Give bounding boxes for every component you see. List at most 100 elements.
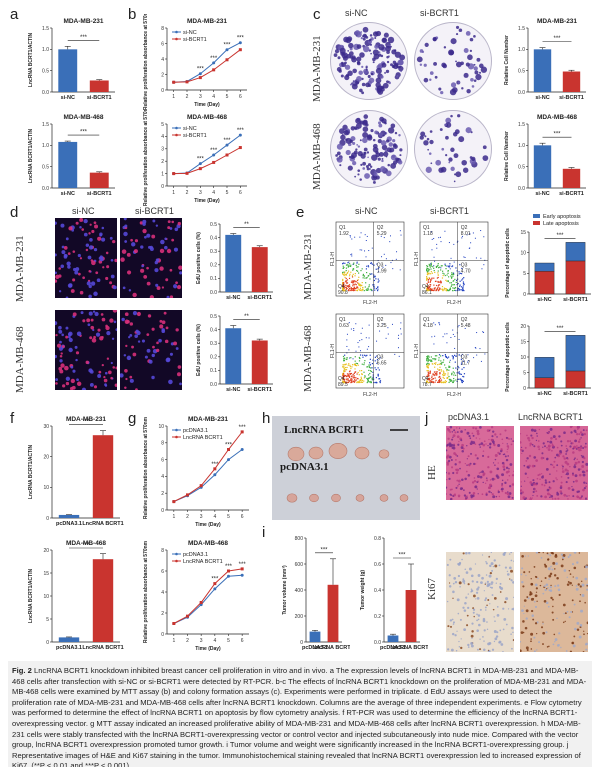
histology-cell — [487, 466, 490, 469]
histology-cell — [562, 556, 565, 559]
flow-dot — [445, 268, 447, 270]
histology-cell — [481, 454, 485, 458]
histology-cell — [446, 600, 449, 603]
data-point — [198, 162, 202, 166]
flow-dot — [368, 365, 370, 367]
flow-dot — [368, 289, 370, 291]
histology-cell — [487, 486, 491, 490]
flow-dot — [342, 284, 345, 286]
y-axis-label: Tumor volume (mm³) — [282, 565, 288, 615]
histology-cell — [555, 453, 559, 457]
histology-cell — [448, 477, 451, 481]
histology-cell — [463, 609, 467, 612]
colony — [450, 166, 455, 171]
flow-dot — [376, 340, 378, 342]
flow-dot — [354, 289, 356, 291]
caption-title: Fig. 2 — [12, 666, 32, 675]
edu-image-231-sibcrt1 — [120, 218, 182, 298]
cell-nucleus — [55, 271, 58, 275]
data-point — [213, 587, 217, 591]
histology-cell — [549, 427, 553, 431]
cell-nucleus — [76, 331, 82, 337]
panel-c-col-label-sibcrt1: si-BCRT1 — [420, 8, 459, 18]
flow-dot — [342, 375, 344, 377]
histology-cell — [567, 498, 569, 500]
colony — [482, 145, 487, 150]
histology-cell — [566, 472, 570, 476]
colony — [381, 159, 384, 163]
x-category-label: si-NC — [226, 295, 240, 301]
histology-cell — [581, 433, 584, 436]
flow-dot — [447, 270, 449, 272]
flow-dot — [342, 381, 344, 383]
flow-dot — [353, 287, 355, 289]
flow-dot — [343, 364, 345, 366]
flow-dot — [439, 363, 441, 365]
flow-dot — [374, 275, 376, 277]
y-tick-label: 15 — [520, 230, 526, 236]
histology-cell — [581, 460, 585, 464]
histology-cell — [505, 466, 509, 470]
flow-dot — [442, 289, 444, 291]
histology-cell — [448, 455, 452, 459]
flow-dot — [350, 357, 352, 359]
histology-cell — [581, 583, 585, 587]
histology-cell — [494, 564, 498, 568]
flow-dot — [461, 289, 463, 291]
flow-dot — [356, 377, 359, 380]
cell-nucleus — [168, 379, 173, 385]
histology-cell — [456, 431, 459, 433]
flow-dot — [455, 374, 457, 376]
histology-cell — [527, 436, 530, 440]
histology-cell — [578, 438, 581, 441]
stack-segment-Early apoptosis — [534, 357, 555, 378]
flow-dot — [426, 289, 428, 292]
panel-j-col-label-bcrt1: LncRNA BCRT1 — [518, 412, 583, 422]
flow-dot — [461, 362, 463, 364]
histology-cell — [531, 497, 533, 499]
colony — [381, 118, 387, 124]
histology-cell — [566, 610, 569, 613]
colony — [344, 64, 351, 70]
histology-cell — [577, 440, 581, 443]
colony — [453, 153, 459, 159]
legend-label: LncRNA BCRT1 — [183, 435, 223, 441]
flow-dot — [426, 366, 428, 368]
flow-dot — [436, 277, 439, 279]
flow-dot — [345, 274, 348, 276]
flow-dot — [447, 376, 449, 379]
histology-cell — [460, 439, 463, 442]
cell-nucleus — [90, 281, 96, 286]
histology-cell — [508, 553, 511, 555]
cell-nucleus — [61, 250, 66, 255]
histology-cell — [523, 498, 527, 500]
cell-nucleus — [146, 348, 151, 353]
histology-cell — [511, 440, 514, 442]
histology-cell — [493, 616, 495, 618]
data-point — [213, 467, 217, 471]
flow-dot — [430, 231, 432, 233]
histology-cell — [473, 615, 475, 618]
flow-dot — [438, 376, 441, 378]
flow-dot — [426, 370, 428, 372]
flow-dot — [459, 280, 461, 282]
y-tick-label: 30 — [43, 424, 49, 430]
flow-dot — [445, 288, 448, 290]
histology-cell — [487, 598, 490, 601]
y-tick-label: 0.1 — [210, 276, 217, 282]
flow-dot — [440, 267, 442, 269]
histology-cell — [542, 552, 544, 554]
flow-dot — [372, 359, 374, 361]
flow-dot — [428, 375, 430, 377]
flow-dot — [476, 354, 478, 356]
colony — [356, 75, 362, 82]
histology-cell — [459, 467, 461, 470]
histology-cell — [526, 596, 529, 598]
flow-dot — [359, 370, 361, 372]
panel-c-row-label-468: MDA-MB-468 — [311, 123, 323, 190]
histology-cell — [536, 432, 538, 435]
panel-c-col-label-sinc: si-NC — [345, 8, 368, 18]
cell-nucleus — [128, 289, 132, 292]
cell-nucleus — [174, 227, 179, 232]
